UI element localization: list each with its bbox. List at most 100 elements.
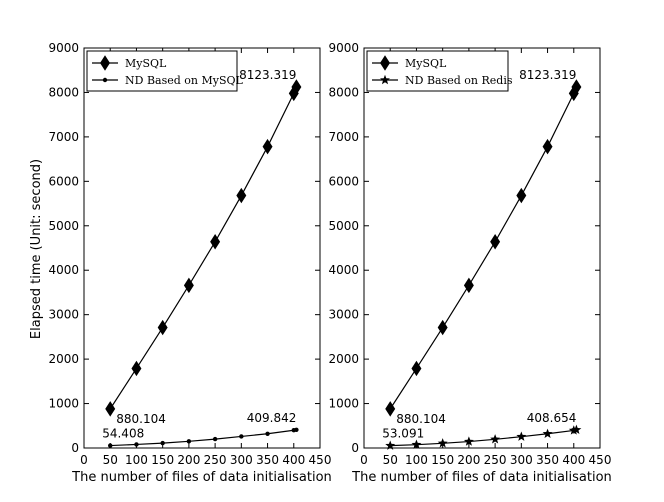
legend-item: ND Based on Redis [372,74,513,87]
y-tick-label: 6000 [48,174,79,188]
series-1 [385,79,582,417]
legend-marker [380,55,390,71]
y-tick-label: 5000 [48,219,79,233]
legend-label: MySQL [405,57,447,70]
x-tick-label: 50 [383,453,398,467]
data-point [463,436,474,446]
x-tick-label: 250 [484,453,507,467]
data-label: 409.842 [247,411,297,425]
data-point [385,401,396,417]
x-tick-label: 0 [360,453,368,467]
data-point [236,187,247,204]
x-tick-label: 150 [431,453,454,467]
x-tick-label: 400 [562,453,585,467]
y-tick-label: 1000 [328,397,359,411]
x-tick-label: 250 [204,453,227,467]
data-point [183,277,194,294]
y-axis-label: Elapsed time (Unit: second) [29,159,44,339]
x-tick-label: 150 [151,453,174,467]
data-point [571,79,582,95]
x-tick-label: 350 [536,453,559,467]
y-tick-label: 0 [351,441,359,455]
legend-marker [102,77,108,83]
data-point [490,434,501,444]
data-point [411,360,422,377]
data-label: 880.104 [116,412,166,426]
data-label: 54.408 [102,427,144,441]
data-point [160,440,165,446]
y-tick-label: 0 [71,441,79,455]
legend-marker [380,74,390,85]
series-line [389,86,577,410]
data-point [437,319,448,336]
data-point [385,440,396,450]
legend-box [366,50,509,92]
data-point [437,438,448,448]
y-tick-label: 3000 [328,308,359,322]
y-tick-label: 2000 [328,352,359,366]
x-tick-label: 0 [80,453,88,467]
data-point [134,442,139,447]
x-tick-label: 100 [125,453,148,467]
x-tick-label: 350 [256,453,279,467]
x-tick-label: 200 [457,453,480,467]
x-tick-label: 100 [405,453,428,467]
data-point [239,434,244,439]
x-tick-label: 300 [510,453,533,467]
legend-marker [100,55,110,71]
data-point [265,431,270,436]
y-tick-label: 3000 [48,308,79,322]
x-tick-label: 200 [177,453,200,467]
legend: MySQL ND Based on Redis [366,50,513,92]
data-point [210,234,221,250]
series-2 [108,427,299,448]
legend-label: ND Based on Redis [405,74,513,87]
series-2 [385,424,582,450]
data-label: 8123.319 [239,68,296,82]
data-label: 408.654 [527,411,577,425]
data-point [108,443,113,448]
legend-label: MySQL [125,57,167,70]
y-tick-label: 9000 [328,41,359,55]
legend: MySQL ND Based on MySQL [86,50,244,92]
data-point [291,79,302,95]
data-point [411,439,422,449]
legend-label: ND Based on MySQL [125,74,244,87]
data-label: 880.104 [396,412,446,426]
x-tick-label: 50 [103,453,118,467]
x-axis-label: The number of files of data initialisati… [351,470,612,485]
plot-frame [363,47,601,449]
y-tick-label: 1000 [48,397,79,411]
data-point [105,401,116,417]
x-axis-label: The number of files of data initialisati… [71,470,332,485]
data-point [294,427,299,432]
data-point [186,439,192,444]
data-point [571,424,582,435]
y-tick-label: 4000 [48,263,79,277]
x-tick-label: 450 [309,453,332,467]
data-point [490,234,501,250]
data-point [157,319,168,336]
series-line [109,86,297,410]
y-tick-label: 5000 [328,219,359,233]
y-tick-label: 6000 [328,174,359,188]
data-point [542,138,553,155]
legend-item: MySQL [92,55,167,71]
x-tick-label: 450 [589,453,612,467]
data-point [262,138,273,155]
data-point [212,436,218,442]
y-tick-label: 7000 [328,130,359,144]
data-point [463,277,474,294]
data-point [542,428,553,438]
chart-panel-2: 0 50 100 150 200 250 300 350 400 450 0 1000 2000 3000… [328,41,611,485]
series-1 [105,79,302,417]
data-point [131,360,142,377]
y-tick-label: 4000 [328,263,359,277]
data-point [516,187,527,204]
x-tick-label: 300 [230,453,253,467]
y-tick-label: 9000 [48,41,79,55]
y-tick-label: 8000 [328,85,359,99]
chart-panel-1: 0 50 100 150 200 250 300 350 400 450 0 1000 2000 3000… [48,41,331,485]
